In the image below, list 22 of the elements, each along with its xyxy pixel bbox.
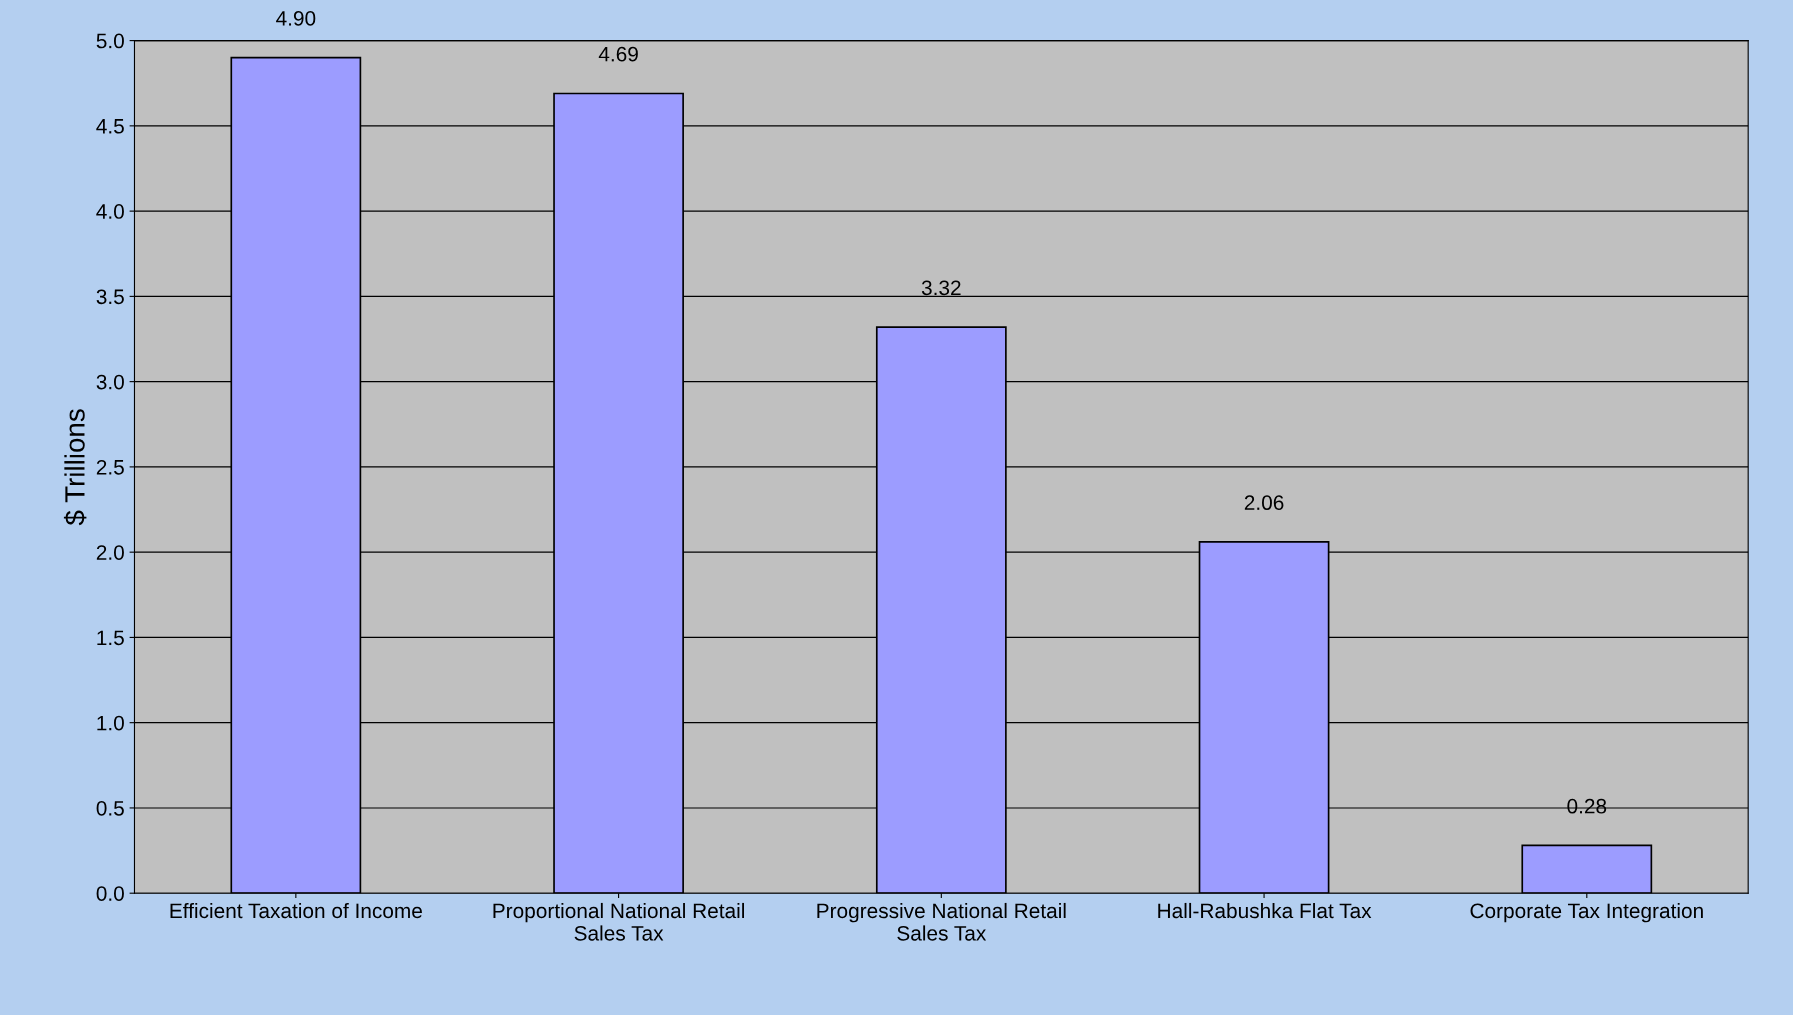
y-tick-label: 1.0 (97, 715, 124, 731)
data-label: 2.06 (1244, 495, 1284, 511)
data-label: 0.28 (1567, 798, 1607, 814)
y-tick-label: 3.0 (96, 374, 124, 390)
x-tick-label: Hall-Rabushka Flat Tax (1158, 902, 1372, 919)
y-tick-label: 0.5 (96, 800, 124, 816)
x-tick-label: Efficient Taxation of Income (170, 902, 422, 919)
data-label: 3.32 (921, 280, 961, 296)
y-tick-label: 1.5 (97, 630, 124, 646)
x-tick-label: Corporate Tax Integration (1470, 902, 1703, 923)
y-axis-title: $ Trillions (63, 409, 87, 526)
data-label: 4.90 (276, 11, 316, 26)
y-tick-label: 2.5 (96, 459, 124, 475)
x-tick-label: Proportional National Retail Sales Tax (493, 902, 744, 941)
y-tick-label: 3.5 (96, 289, 124, 305)
y-tick-label: 5.0 (96, 33, 124, 49)
y-tick-label: 2.0 (96, 545, 124, 560)
y-tick-label: 4.0 (96, 204, 124, 219)
data-label: 4.69 (598, 46, 638, 62)
x-tick-label: Progressive National Retail Sales Tax (817, 902, 1066, 941)
y-tick-label: 4.5 (96, 119, 124, 134)
y-tick-label: 0.0 (96, 886, 124, 901)
